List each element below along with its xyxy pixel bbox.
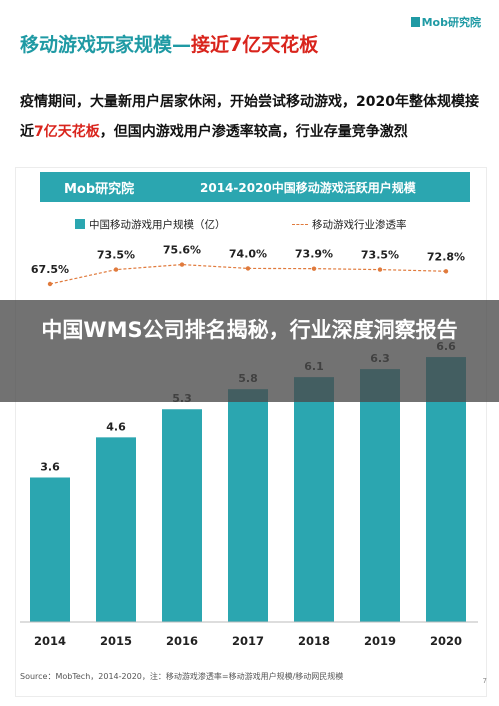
- brand-logo-text: Mob研究院: [421, 16, 481, 29]
- line-point-2015: [113, 267, 119, 272]
- line-point-2019: [377, 267, 383, 272]
- x-tick-2019: 2019: [364, 634, 396, 648]
- line-label-2018: 73.9%: [295, 248, 333, 261]
- line-label-2015: 73.5%: [97, 249, 135, 262]
- line-label-2017: 74.0%: [229, 247, 267, 260]
- x-tick-2014: 2014: [34, 634, 66, 648]
- bar-2017: [228, 389, 268, 622]
- x-tick-2020: 2020: [430, 634, 462, 648]
- overlay-banner-title: 中国WMS公司排名揭秘，行业深度洞察报告: [41, 318, 458, 342]
- x-tick-2015: 2015: [100, 634, 132, 648]
- bar-label-2015: 4.6: [106, 420, 126, 433]
- chart-header-logo: Mob研究院: [64, 182, 135, 197]
- legend-line-label: 移动游戏行业渗透率: [312, 219, 407, 231]
- brand-logo-icon: [410, 17, 420, 27]
- bar-2018: [294, 377, 334, 622]
- body-text-after: ，但国内游戏用户渗透率较高，行业存量竞争激烈: [99, 124, 408, 140]
- source-note: Source：MobTech，2014-2020，注：移动游戏渗透率=移动游戏用…: [20, 672, 344, 681]
- brand-logo: Mob研究院: [410, 14, 481, 30]
- overlay-banner: [0, 300, 499, 402]
- chart-header: Mob研究院 2014-2020中国移动游戏活跃用户规模: [40, 172, 470, 202]
- legend-bar-label: 中国移动游戏用户规模（亿）: [89, 219, 226, 231]
- title-part2: 接近7亿天花板: [191, 34, 319, 56]
- bar-2014: [30, 477, 70, 622]
- line-label-2020: 72.8%: [427, 250, 465, 263]
- line-point-2017: [245, 266, 251, 271]
- legend-bar-series: 中国移动游戏用户规模（亿）: [75, 217, 226, 232]
- page-number: 7: [482, 677, 487, 685]
- line-label-2014: 67.5%: [31, 263, 69, 276]
- x-tick-2017: 2017: [232, 634, 264, 648]
- title-part1: 移动游戏玩家规模—: [20, 34, 192, 56]
- body-highlight: 7亿天花板: [34, 124, 100, 140]
- bar-2016: [162, 409, 202, 622]
- line-point-2014: [47, 281, 53, 287]
- line-point-2018: [311, 266, 317, 271]
- line-point-2016: [179, 262, 185, 267]
- x-tick-2016: 2016: [166, 634, 198, 648]
- body-text-before: 疫情期间，大量新用户居家休闲，开始尝试移动游戏，2020年整体规模接近: [20, 94, 479, 140]
- bar-2015: [96, 437, 136, 622]
- line-label-2016: 75.6%: [163, 244, 201, 257]
- chart-header-title: 2014-2020中国移动游戏活跃用户规模: [200, 181, 416, 195]
- page-title: 移动游戏玩家规模—接近7亿天花板: [20, 30, 318, 57]
- x-tick-2018: 2018: [298, 634, 330, 648]
- bar-2019: [360, 369, 400, 622]
- legend-line-series: 移动游戏行业渗透率: [292, 217, 407, 232]
- legend-bar-swatch: [75, 219, 85, 229]
- line-label-2019: 73.5%: [361, 249, 399, 262]
- body-paragraph: 疫情期间，大量新用户居家休闲，开始尝试移动游戏，2020年整体规模接近7亿天花板…: [20, 87, 480, 147]
- legend-line-swatch: [292, 224, 308, 225]
- line-point-2020: [443, 269, 449, 274]
- bar-label-2014: 3.6: [40, 460, 60, 473]
